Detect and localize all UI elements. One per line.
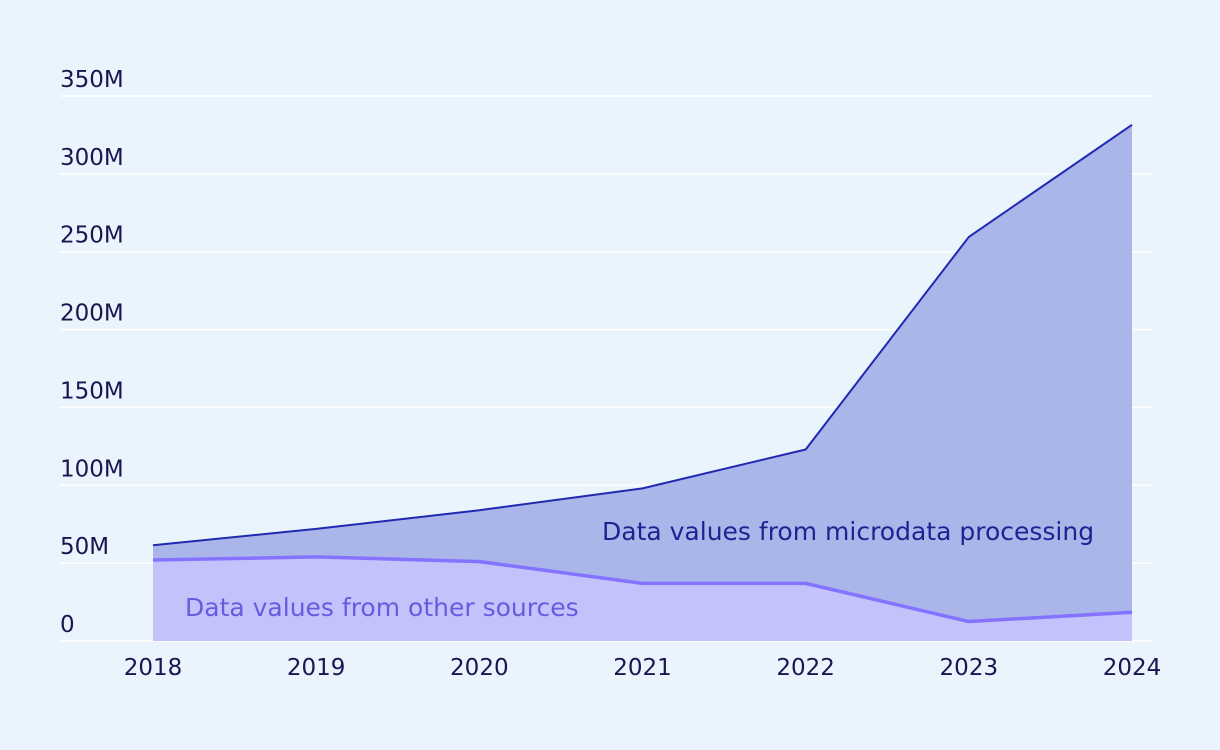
x-tick-label: 2023 [940,655,999,681]
x-tick-label: 2019 [287,655,346,681]
y-tick-label: 250M [60,223,124,249]
y-tick-label: 50M [60,534,109,560]
y-axis-ticks: 0 50M 100M 150M 200M 250M 300M 350M [60,67,124,638]
x-tick-label: 2021 [613,655,672,681]
x-tick-label: 2022 [776,655,835,681]
y-tick-label: 200M [60,301,124,327]
areas [153,124,1132,641]
y-tick-label: 350M [60,67,124,93]
series-label-other-sources: Data values from other sources [185,593,579,622]
series-labels: Data values from microdata processing Da… [185,517,1094,622]
series-lines [152,123,1133,624]
area-series-1 [153,124,1132,622]
x-tick-label: 2020 [450,655,509,681]
series-label-microdata-processing: Data values from microdata processing [602,517,1094,546]
x-tick-label: 2024 [1103,655,1162,681]
x-tick-label: 2018 [124,655,183,681]
y-tick-label: 100M [60,456,124,482]
area-series-0 [153,556,1132,641]
y-tick-label: 300M [60,145,124,171]
y-tick-label: 0 [60,612,75,638]
x-axis-ticks: 2018 2019 2020 2021 2022 2023 2024 [124,655,1162,681]
y-tick-label: 150M [60,378,124,404]
